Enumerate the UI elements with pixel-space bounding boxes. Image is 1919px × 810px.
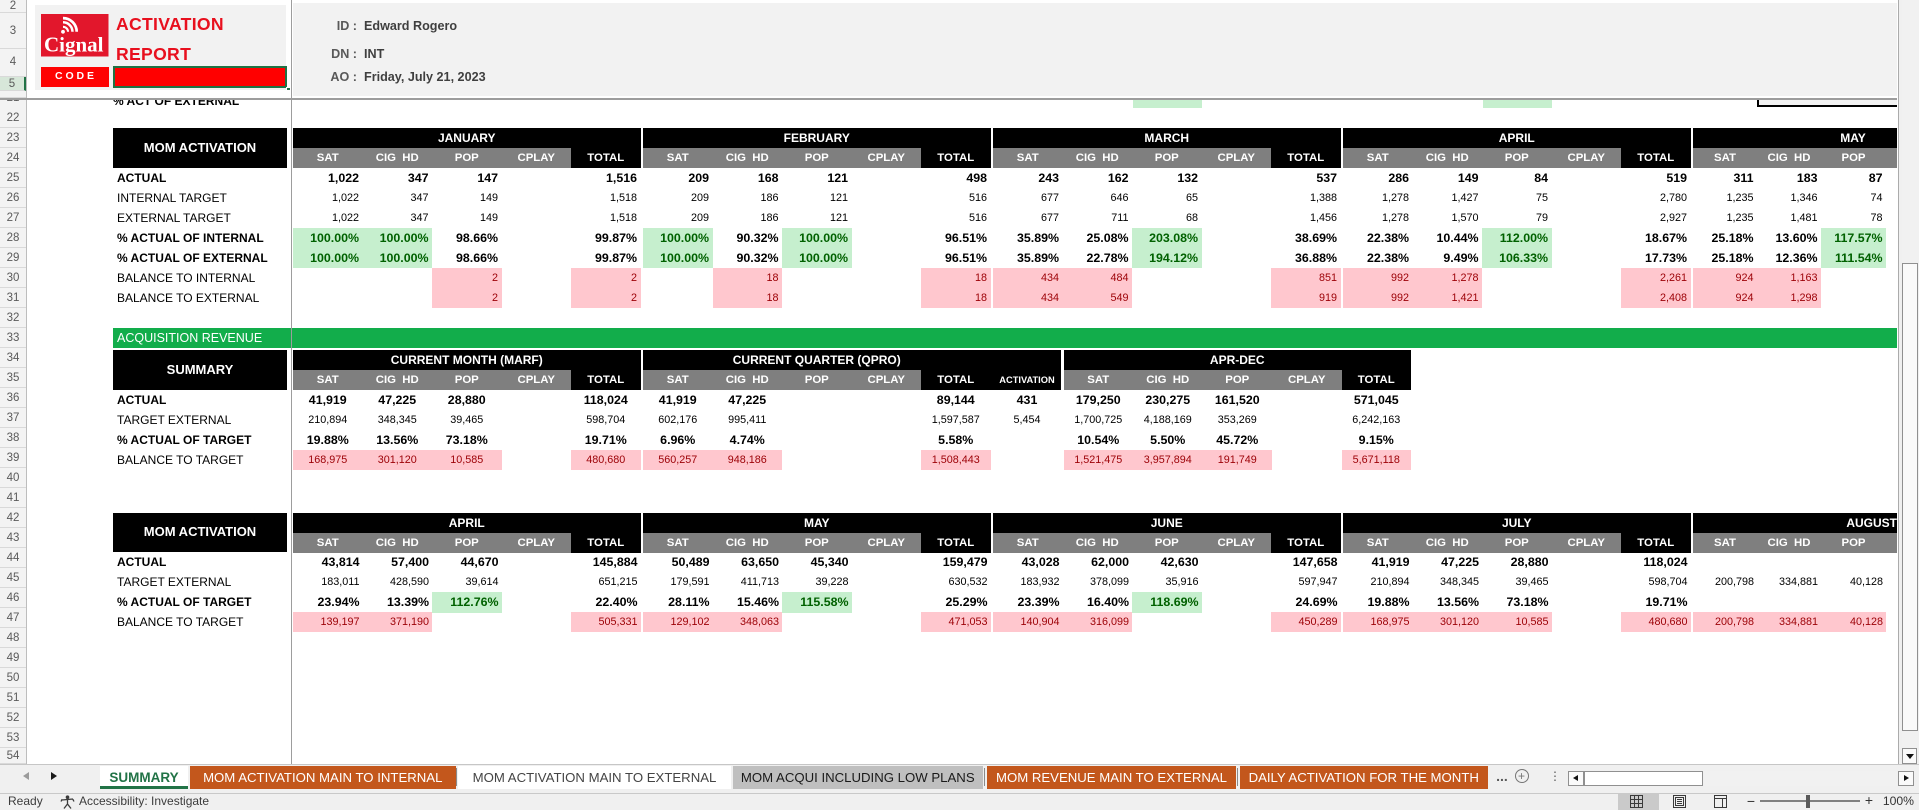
svg-text:Cignal: Cignal xyxy=(44,33,104,57)
